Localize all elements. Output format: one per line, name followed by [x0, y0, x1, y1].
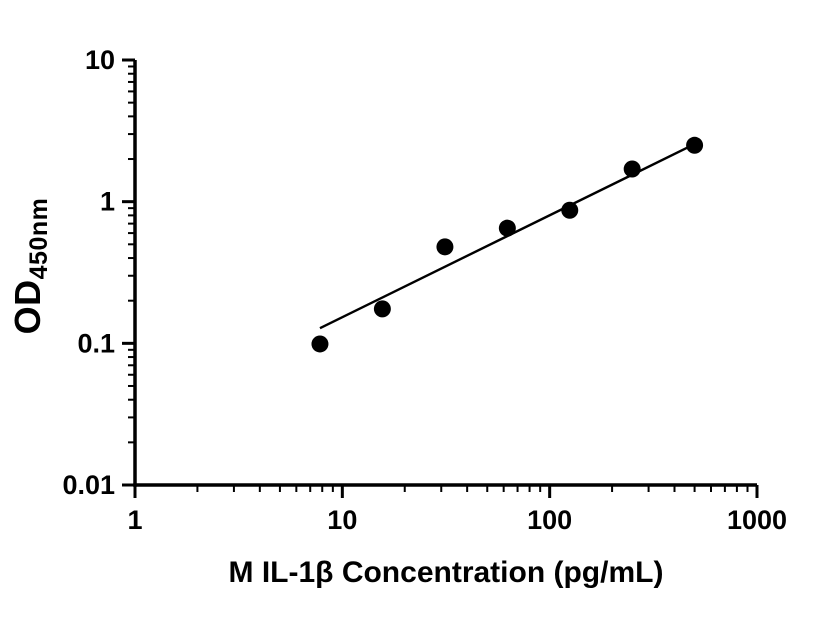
y-tick-label: 10 — [85, 45, 115, 75]
data-point — [561, 201, 579, 219]
data-points — [311, 136, 704, 353]
data-point — [623, 160, 641, 178]
data-point — [498, 219, 516, 237]
x-tick-label: 100 — [527, 505, 572, 535]
data-point — [373, 300, 391, 318]
data-point — [686, 136, 704, 154]
x-tick-label: 1000 — [727, 505, 787, 535]
y-tick-label: 0.01 — [62, 470, 115, 500]
x-axis-label: M IL-1β Concentration (pg/mL) — [228, 556, 664, 589]
data-point — [311, 335, 329, 353]
y-tick-label: 0.1 — [77, 328, 115, 358]
data-point — [436, 238, 454, 256]
y-tick-label: 1 — [100, 187, 115, 217]
x-tick-label: 1 — [127, 505, 142, 535]
axes — [122, 58, 759, 498]
y-axis-label-subscript: 450nm — [25, 197, 53, 280]
y-axis-label: OD 450nm — [7, 166, 59, 366]
y-axis-label-main: OD — [7, 279, 48, 335]
tick-labels: 1 10 100 1000 0.01 0.1 1 10 — [62, 45, 787, 535]
x-tick-label: 10 — [327, 505, 357, 535]
